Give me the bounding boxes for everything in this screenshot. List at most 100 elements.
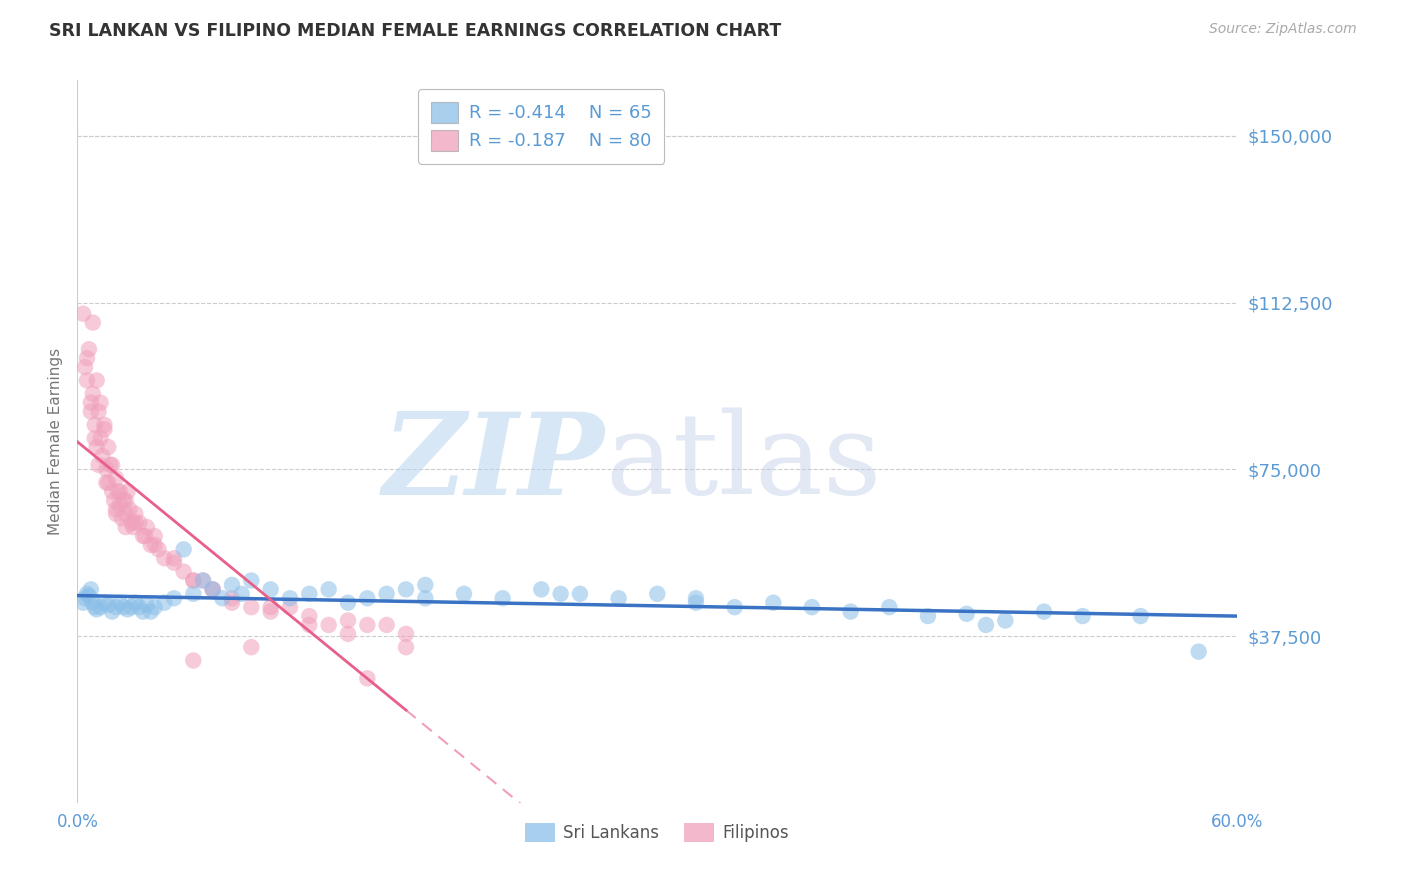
Point [98, 458, 121, 472]
Point [121, 600, 143, 615]
Point [108, 596, 131, 610]
Point [685, 596, 707, 610]
Point [298, 587, 321, 601]
Point [163, 551, 186, 566]
Point [82, 316, 104, 330]
Point [148, 542, 170, 557]
Point [108, 484, 131, 499]
Point [128, 600, 150, 615]
Point [124, 596, 146, 610]
Point [183, 587, 205, 601]
Point [75, 360, 96, 375]
Point [87, 458, 110, 472]
Point [492, 591, 515, 606]
Text: SRI LANKAN VS FILIPINO MEDIAN FEMALE EARNINGS CORRELATION CHART: SRI LANKAN VS FILIPINO MEDIAN FEMALE EAR… [49, 22, 782, 40]
Point [163, 591, 186, 606]
Point [375, 587, 398, 601]
Point [83, 600, 105, 615]
Point [956, 607, 979, 621]
Point [183, 653, 205, 667]
Point [240, 600, 263, 615]
Point [97, 475, 120, 490]
Point [685, 591, 707, 606]
Point [221, 596, 243, 610]
Point [93, 596, 115, 610]
Point [1071, 609, 1094, 624]
Point [132, 529, 155, 543]
Point [134, 529, 156, 543]
Point [318, 618, 340, 632]
Point [153, 551, 176, 566]
Point [173, 565, 195, 579]
Point [101, 605, 124, 619]
Point [76, 373, 98, 387]
Point [647, 587, 669, 601]
Point [191, 574, 214, 588]
Point [93, 422, 115, 436]
Point [839, 605, 862, 619]
Point [153, 596, 176, 610]
Point [1033, 605, 1056, 619]
Point [260, 582, 283, 597]
Point [917, 609, 939, 624]
Point [183, 574, 205, 588]
Point [86, 373, 108, 387]
Point [221, 591, 243, 606]
Point [1187, 645, 1209, 659]
Point [240, 574, 263, 588]
Point [395, 640, 418, 655]
Point [801, 600, 824, 615]
Point [72, 596, 94, 610]
Point [136, 520, 159, 534]
Point [124, 516, 146, 530]
Point [139, 538, 162, 552]
Point [607, 591, 630, 606]
Point [356, 671, 378, 685]
Point [77, 343, 100, 357]
Point [107, 484, 129, 499]
Point [337, 627, 360, 641]
Point [260, 600, 283, 615]
Point [83, 417, 105, 432]
Text: Source: ZipAtlas.com: Source: ZipAtlas.com [1209, 22, 1357, 37]
Point [143, 529, 166, 543]
Text: ZIP: ZIP [382, 408, 605, 519]
Point [112, 493, 135, 508]
Point [72, 307, 94, 321]
Point [112, 600, 135, 615]
Point [83, 431, 105, 445]
Point [724, 600, 747, 615]
Point [105, 471, 127, 485]
Point [90, 600, 111, 615]
Point [86, 440, 108, 454]
Y-axis label: Median Female Earnings: Median Female Earnings [48, 348, 63, 535]
Point [114, 493, 136, 508]
Point [90, 431, 111, 445]
Point [298, 618, 321, 632]
Point [413, 591, 436, 606]
Point [124, 507, 146, 521]
Point [108, 498, 131, 512]
Point [173, 542, 195, 557]
Point [318, 582, 340, 597]
Point [80, 582, 103, 597]
Point [82, 596, 104, 610]
Point [80, 404, 103, 418]
Point [117, 484, 139, 499]
Point [93, 417, 115, 432]
Point [136, 598, 159, 612]
Point [395, 582, 418, 597]
Point [105, 507, 127, 521]
Point [103, 493, 125, 508]
Point [76, 587, 98, 601]
Point [118, 502, 141, 516]
Point [139, 605, 162, 619]
Point [191, 574, 214, 588]
Point [77, 589, 100, 603]
Point [974, 618, 997, 632]
Point [453, 587, 475, 601]
Point [76, 351, 98, 366]
Point [569, 587, 592, 601]
Point [132, 605, 155, 619]
Point [111, 511, 134, 525]
